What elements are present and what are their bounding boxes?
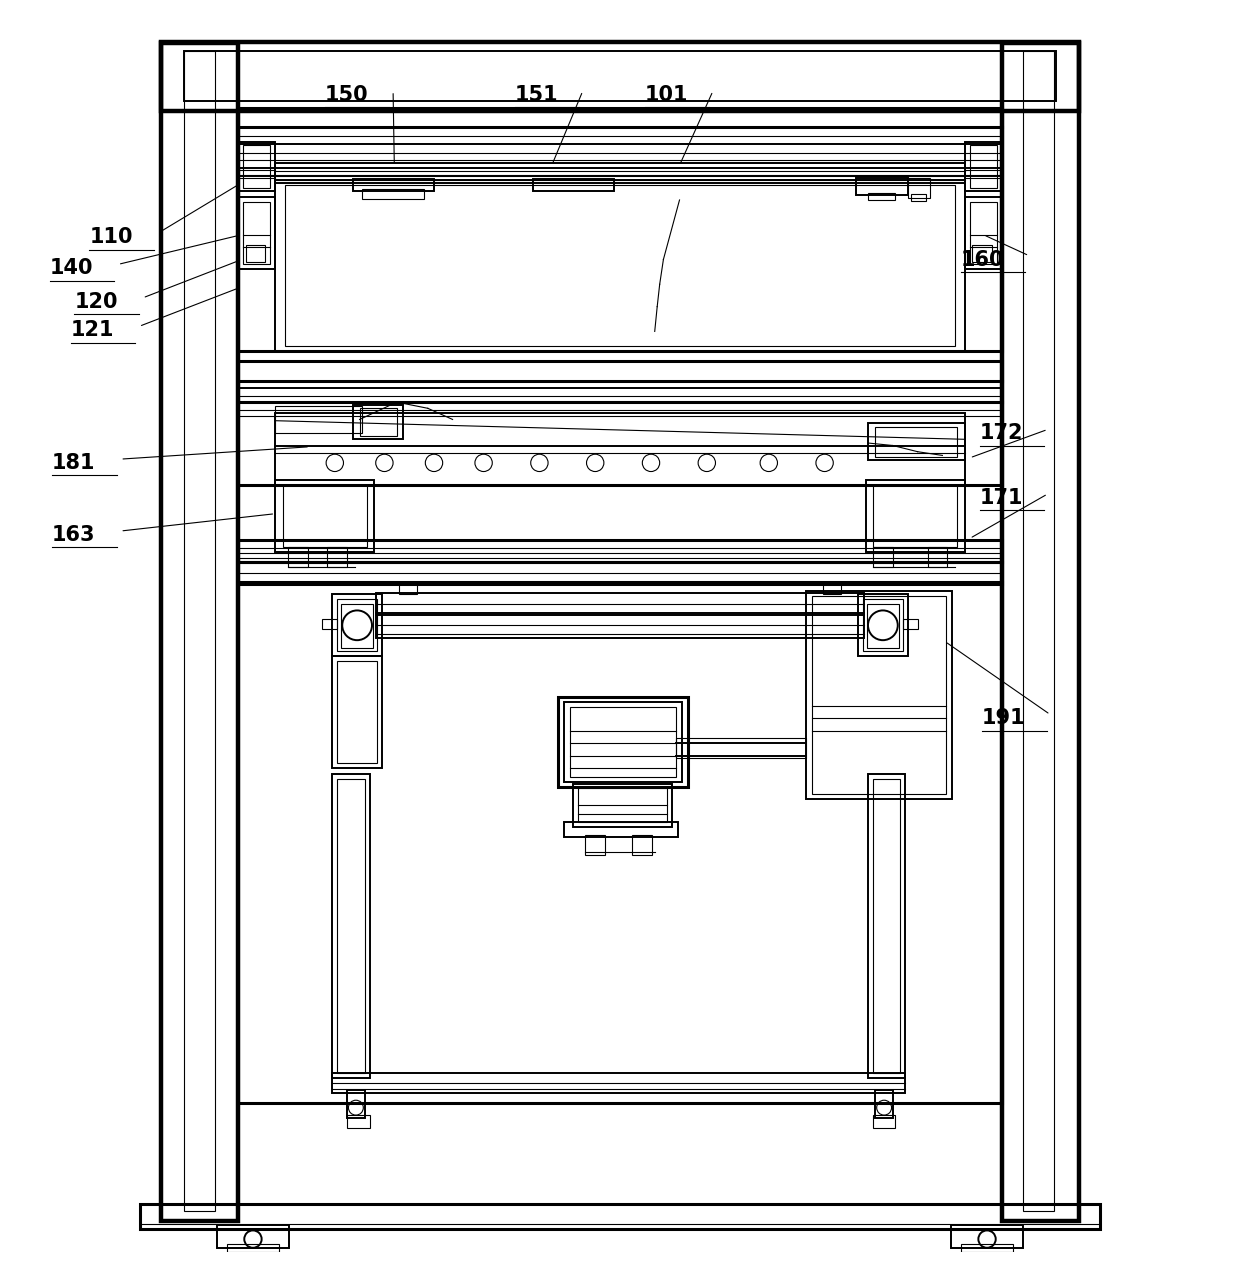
Bar [858,595,908,657]
Text: 121: 121 [71,321,114,340]
Bar [928,547,947,567]
Bar [578,788,667,822]
Bar [376,613,864,638]
Bar [873,1115,895,1128]
Bar [161,43,1079,111]
Bar [903,619,918,629]
Text: 171: 171 [980,488,1023,508]
Bar [332,595,382,657]
Bar [238,109,1002,177]
Bar [337,779,365,1074]
Bar [965,141,1002,191]
Bar [564,822,678,837]
Bar [970,202,997,264]
Bar [812,596,946,794]
Bar [227,1244,279,1252]
Bar [558,697,688,787]
Bar [238,141,275,191]
Bar [243,145,270,188]
Text: 120: 120 [74,292,118,312]
Bar [184,52,1056,101]
Bar [585,835,605,855]
Bar [238,197,275,269]
Bar [868,192,895,200]
Bar [275,413,965,485]
Bar [806,591,952,799]
Bar [140,1205,1100,1229]
Bar [823,582,841,595]
Bar [951,1225,1023,1248]
Bar [347,1090,365,1118]
Bar [972,245,992,261]
Bar [866,480,965,552]
Bar [246,245,265,261]
Bar [399,582,417,595]
Bar [533,179,614,191]
Bar [970,145,997,188]
Bar [863,599,903,652]
Bar [376,594,864,615]
Bar [332,1074,905,1092]
Bar [353,179,434,191]
Bar [275,163,965,183]
Bar [347,1115,370,1128]
Bar [564,702,682,782]
Bar [327,547,347,567]
Text: 163: 163 [52,525,95,544]
Bar [275,181,965,351]
Bar [238,562,1002,585]
Bar [573,784,672,827]
Text: 181: 181 [52,453,95,472]
Bar [238,109,1002,351]
Bar [867,604,899,648]
Bar [161,43,238,1220]
Bar [184,52,215,1210]
Bar [875,427,957,457]
Text: 150: 150 [325,85,368,105]
Bar [285,186,955,346]
Bar [322,619,337,629]
Text: 172: 172 [980,423,1023,443]
Bar [868,774,905,1077]
Bar [965,197,1002,269]
Bar [360,408,397,436]
Bar [856,178,908,195]
Bar [238,539,1002,562]
Bar [337,599,377,652]
Bar [288,547,308,567]
Text: 191: 191 [982,709,1025,729]
Bar [908,178,930,197]
Bar [868,423,965,461]
Bar [873,547,893,567]
Text: 160: 160 [961,250,1004,269]
Bar [911,193,926,201]
Bar [217,1225,289,1248]
Bar [275,405,362,433]
Bar [341,604,373,648]
Bar [362,189,424,198]
Bar [961,1244,1013,1252]
Text: 110: 110 [89,227,133,248]
Bar [570,707,676,777]
Bar [332,657,382,768]
Text: 101: 101 [645,85,688,105]
Bar [676,738,806,758]
Bar [238,361,1002,485]
Bar [632,835,652,855]
Bar [353,404,403,440]
Bar [238,582,1002,1103]
Bar [243,202,270,264]
Bar [1023,52,1054,1210]
Bar [1002,43,1079,1220]
Text: 140: 140 [50,258,93,278]
Bar [873,779,900,1074]
Bar [332,774,370,1077]
Bar [337,662,377,763]
Bar [275,480,374,552]
Bar [875,1090,893,1118]
Text: 151: 151 [515,85,558,105]
Bar [873,485,957,547]
Bar [283,485,367,547]
